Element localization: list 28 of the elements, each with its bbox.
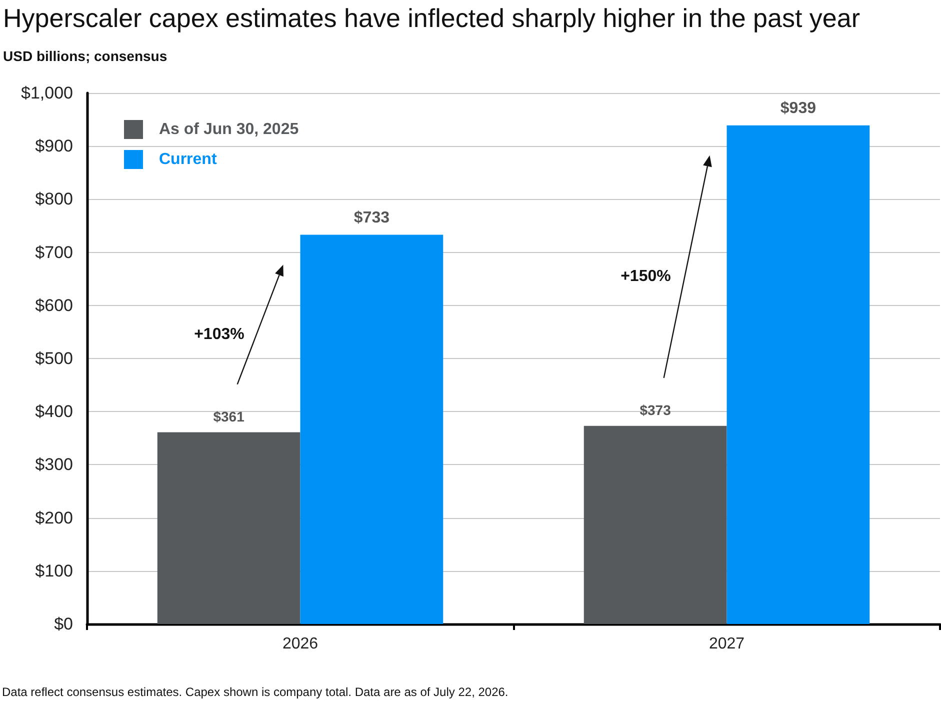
data-label: $373 bbox=[640, 402, 672, 418]
y-tick-label: $200 bbox=[35, 508, 73, 528]
y-tick-label: $900 bbox=[35, 136, 73, 156]
data-label: $733 bbox=[354, 209, 390, 226]
y-tick-label: $600 bbox=[35, 296, 73, 315]
data-label: $939 bbox=[780, 100, 816, 117]
y-tick-label: $300 bbox=[35, 455, 73, 474]
x-tick-label: 2026 bbox=[282, 636, 318, 652]
text: Data reflect consensus estimates. Capex shown is company total. Data are as of July 22, 2026. bbox=[2, 685, 508, 699]
annotation: +150% bbox=[620, 268, 671, 286]
bar bbox=[584, 426, 727, 624]
chart-subtitle: USD billions; consensus bbox=[3, 48, 168, 64]
x-tick-label: 2027 bbox=[708, 636, 745, 652]
y-tick-label: $0 bbox=[54, 614, 73, 634]
bar bbox=[726, 125, 870, 624]
y-tick-label: $500 bbox=[35, 349, 73, 368]
bar bbox=[157, 432, 300, 624]
y-tick-label: $100 bbox=[35, 561, 73, 580]
chart-title: Hyperscaler capex estimates have inflected sharply higher in the past year bbox=[3, 3, 860, 33]
y-tick-label: $800 bbox=[35, 190, 73, 209]
annotation: +103% bbox=[194, 326, 244, 344]
y-tick-label: $700 bbox=[35, 242, 73, 262]
y-tick-label: $1,000 bbox=[21, 84, 73, 102]
y-tick-label: $400 bbox=[35, 402, 73, 422]
bar bbox=[300, 234, 444, 624]
legend-label: As of Jun 30, 2025 bbox=[159, 121, 299, 138]
data-label: $361 bbox=[213, 408, 245, 424]
legend-label: Current bbox=[159, 151, 218, 168]
